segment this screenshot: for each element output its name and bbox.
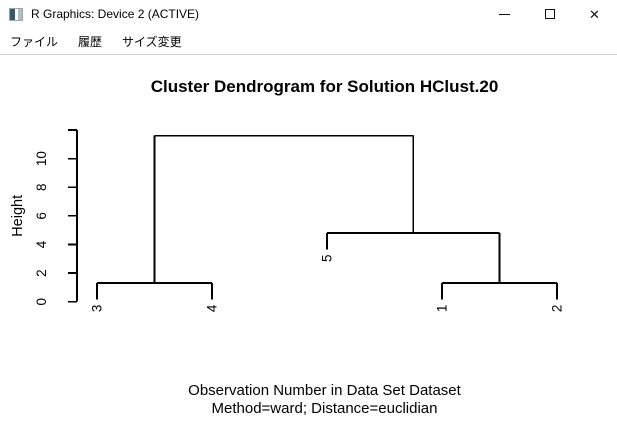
menu-item-resize[interactable]: サイズ変更 [122,34,182,49]
chart-title: Cluster Dendrogram for Solution HClust.2… [150,77,499,96]
minimize-button[interactable] [482,0,527,28]
menu-item-history[interactable]: 履歴 [78,34,103,49]
y-tick-label: 4 [34,240,49,248]
leaf-label: 5 [320,254,335,262]
menubar: ファイル 履歴 サイズ変更 [0,28,617,55]
y-axis-title: Height [10,195,26,237]
leaf-label: 2 [550,305,565,313]
leaf-label: 3 [90,305,105,313]
maximize-icon [544,9,555,19]
close-icon: ✕ [589,6,600,22]
close-button[interactable]: ✕ [572,0,617,28]
leaf-label: 1 [435,305,450,313]
menu-item-file[interactable]: ファイル [10,34,59,49]
y-tick-label: 2 [34,269,49,277]
maximize-button[interactable] [527,0,572,28]
y-tick-label: 6 [34,212,49,220]
dendrogram-plot: 0 2 4 6 8 10 Height 3 4 5 1 2 [10,129,565,313]
window-controls: ✕ [482,0,617,28]
x-axis-label: Observation Number in Data Set Dataset [188,382,461,399]
window-title: R Graphics: Device 2 (ACTIVE) [31,7,200,21]
plot-canvas: Cluster Dendrogram for Solution HClust.2… [0,55,617,426]
minimize-icon [499,13,510,15]
titlebar: R Graphics: Device 2 (ACTIVE) ✕ [0,0,617,28]
y-tick-label: 10 [34,151,49,166]
r-graphics-device-icon [9,7,23,21]
subtitle-label: Method=ward; Distance=euclidian [211,400,438,417]
y-tick-label: 8 [34,183,49,191]
leaf-label: 4 [205,304,220,312]
y-tick-label: 0 [34,298,49,306]
